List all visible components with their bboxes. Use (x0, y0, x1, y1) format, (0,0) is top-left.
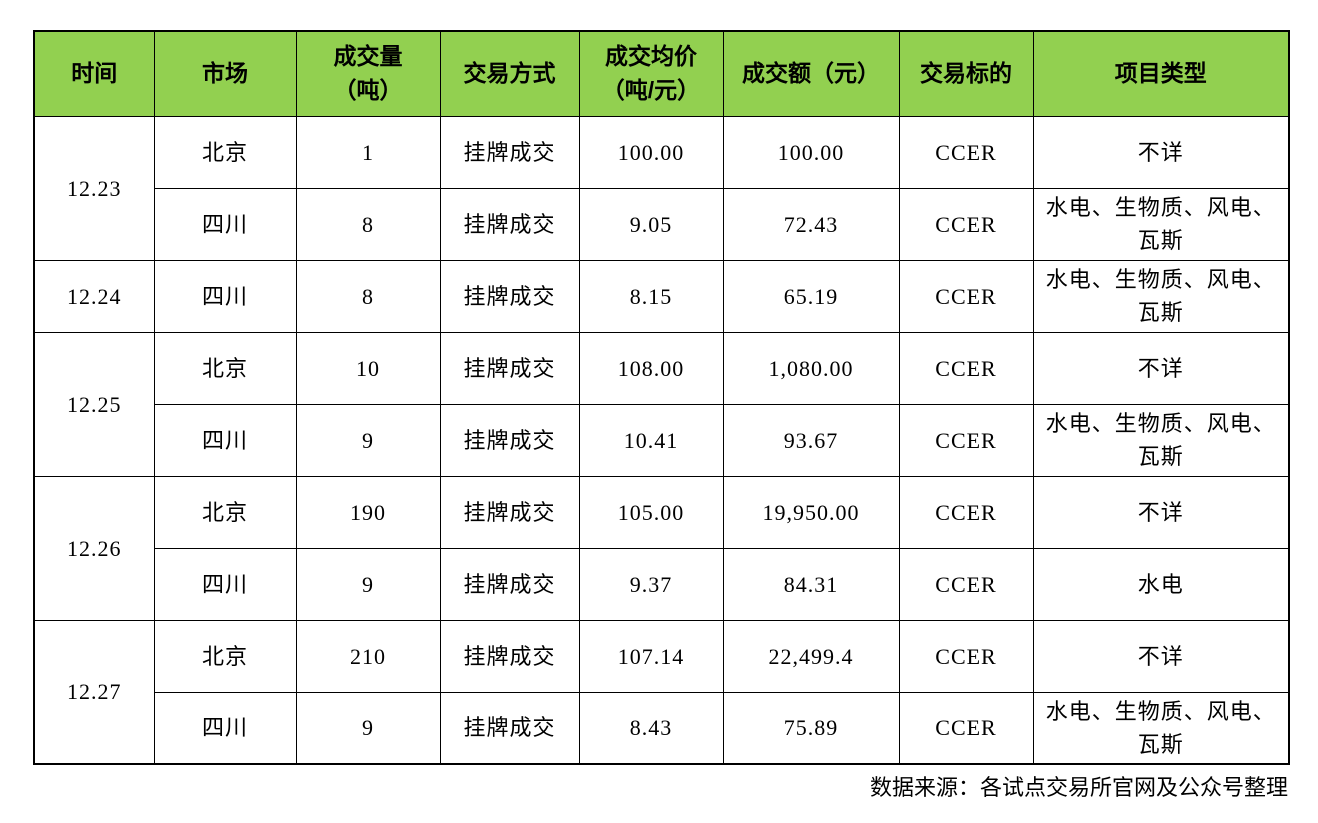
col-header-market: 市场 (153, 30, 297, 117)
cell-market: 四川 (153, 259, 297, 333)
cell-volume: 8 (295, 187, 441, 261)
col-header-method: 交易方式 (439, 30, 580, 117)
cell-method: 挂牌成交 (439, 619, 580, 693)
table-row: 12.26 北京 190 挂牌成交 105.00 19,950.00 CCER … (33, 475, 1290, 621)
cell-method: 挂牌成交 (439, 259, 580, 333)
cell-date: 12.23 (33, 115, 155, 261)
cell-method: 挂牌成交 (439, 403, 580, 477)
cell-amount: 65.19 (722, 259, 900, 333)
cell-amount: 93.67 (722, 403, 900, 477)
cell-avg-price: 108.00 (578, 331, 724, 405)
cell-project-type: 水电 (1032, 547, 1290, 621)
table-row: 四川 9 挂牌成交 9.37 84.31 CCER 水电 (34, 547, 1290, 621)
col-header-project: 项目类型 (1032, 30, 1290, 117)
col-header-amount: 成交额（元） (722, 30, 900, 117)
data-source-note: 数据来源：各试点交易所官网及公众号整理 (869, 775, 1288, 800)
ccer-trading-table: 时间 市场 成交量 （吨） 交易方式 成交均价 （吨/元） 成交额（元） 交易标… (33, 30, 1290, 765)
cell-method: 挂牌成交 (439, 475, 580, 549)
table-header: 时间 市场 成交量 （吨） 交易方式 成交均价 （吨/元） 成交额（元） 交易标… (33, 30, 1290, 117)
cell-avg-price: 10.41 (578, 403, 724, 477)
cell-target: CCER (898, 259, 1034, 333)
cell-project-type: 水电、生物质、风电、瓦斯 (1032, 403, 1290, 477)
cell-method: 挂牌成交 (439, 331, 580, 405)
cell-date: 12.26 (33, 475, 155, 621)
table-body: 12.23 北京 1 挂牌成交 100.00 100.00 CCER 不详 四川… (33, 115, 1290, 765)
table-row: 四川 9 挂牌成交 10.41 93.67 CCER 水电、生物质、风电、瓦斯 (34, 403, 1290, 477)
cell-target: CCER (898, 403, 1034, 477)
cell-market: 四川 (153, 403, 297, 477)
cell-amount: 22,499.4 (722, 619, 900, 693)
cell-volume: 9 (295, 691, 441, 765)
header-row: 时间 市场 成交量 （吨） 交易方式 成交均价 （吨/元） 成交额（元） 交易标… (33, 30, 1290, 117)
cell-date: 12.25 (33, 331, 155, 477)
cell-target: CCER (898, 691, 1034, 765)
cell-project-type: 水电、生物质、风电、瓦斯 (1032, 187, 1290, 261)
table-row: 12.25 北京 10 挂牌成交 108.00 1,080.00 CCER 不详 (33, 331, 1290, 477)
cell-amount: 84.31 (722, 547, 900, 621)
cell-target: CCER (898, 547, 1034, 621)
cell-market: 四川 (153, 691, 297, 765)
cell-volume: 210 (295, 619, 441, 693)
cell-avg-price: 107.14 (578, 619, 724, 693)
table-row: 四川 8 挂牌成交 9.05 72.43 CCER 水电、生物质、风电、瓦斯 (34, 187, 1290, 261)
cell-volume: 10 (295, 331, 441, 405)
cell-amount: 75.89 (722, 691, 900, 765)
col-header-avg-price: 成交均价 （吨/元） (578, 30, 724, 117)
cell-project-type: 不详 (1032, 619, 1290, 693)
cell-avg-price: 8.43 (578, 691, 724, 765)
cell-market: 四川 (153, 547, 297, 621)
cell-market: 北京 (153, 331, 297, 405)
cell-amount: 72.43 (722, 187, 900, 261)
cell-target: CCER (898, 475, 1034, 549)
cell-target: CCER (898, 619, 1034, 693)
cell-method: 挂牌成交 (439, 115, 580, 189)
cell-market: 北京 (153, 619, 297, 693)
cell-project-type: 不详 (1032, 331, 1290, 405)
table-row: 12.24 四川 8 挂牌成交 8.15 65.19 CCER 水电、生物质、风… (33, 259, 1290, 333)
cell-date: 12.24 (33, 259, 155, 333)
col-header-time: 时间 (33, 30, 155, 117)
cell-method: 挂牌成交 (439, 691, 580, 765)
cell-method: 挂牌成交 (439, 187, 580, 261)
cell-volume: 9 (295, 547, 441, 621)
cell-avg-price: 9.37 (578, 547, 724, 621)
cell-amount: 100.00 (722, 115, 900, 189)
cell-project-type: 水电、生物质、风电、瓦斯 (1032, 259, 1290, 333)
cell-volume: 9 (295, 403, 441, 477)
col-header-target: 交易标的 (898, 30, 1034, 117)
cell-volume: 8 (295, 259, 441, 333)
cell-amount: 19,950.00 (722, 475, 900, 549)
cell-volume: 1 (295, 115, 441, 189)
cell-avg-price: 9.05 (578, 187, 724, 261)
cell-project-type: 水电、生物质、风电、瓦斯 (1032, 691, 1290, 765)
cell-avg-price: 105.00 (578, 475, 724, 549)
cell-target: CCER (898, 115, 1034, 189)
cell-market: 北京 (153, 475, 297, 549)
cell-amount: 1,080.00 (722, 331, 900, 405)
cell-date: 12.27 (33, 619, 155, 765)
cell-target: CCER (898, 331, 1034, 405)
cell-avg-price: 100.00 (578, 115, 724, 189)
cell-market: 四川 (153, 187, 297, 261)
table-row: 12.23 北京 1 挂牌成交 100.00 100.00 CCER 不详 (33, 115, 1290, 261)
cell-target: CCER (898, 187, 1034, 261)
cell-project-type: 不详 (1032, 475, 1290, 549)
cell-method: 挂牌成交 (439, 547, 580, 621)
cell-avg-price: 8.15 (578, 259, 724, 333)
table-row: 四川 9 挂牌成交 8.43 75.89 CCER 水电、生物质、风电、瓦斯 (34, 691, 1290, 765)
col-header-volume: 成交量 （吨） (295, 30, 441, 117)
cell-project-type: 不详 (1032, 115, 1290, 189)
cell-volume: 190 (295, 475, 441, 549)
cell-market: 北京 (153, 115, 297, 189)
table-row: 12.27 北京 210 挂牌成交 107.14 22,499.4 CCER 不… (33, 619, 1290, 765)
